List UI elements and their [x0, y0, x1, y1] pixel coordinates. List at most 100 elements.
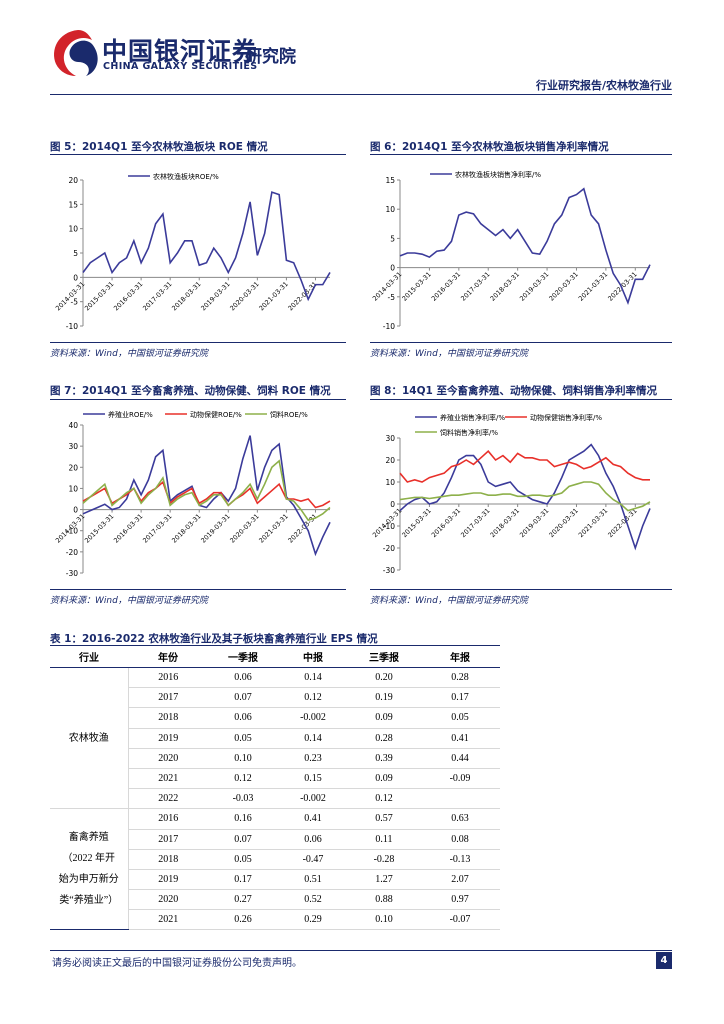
table-header: 一季报: [208, 645, 278, 668]
table-cell: 0.23: [278, 748, 348, 769]
series-line: [82, 191, 331, 302]
rule: [50, 154, 346, 155]
x-tick-label: 2018-03-31: [170, 280, 202, 312]
table-cell: 0.05: [208, 849, 278, 870]
x-tick-label: 2016-03-31: [112, 512, 144, 544]
y-tick-label: 0: [390, 500, 395, 509]
table-row: 农林牧渔 2016 0.06 0.14 0.20 0.28: [50, 667, 500, 810]
rule: [50, 589, 346, 590]
y-tick-label: 5: [390, 234, 395, 243]
x-tick-label: 2018-03-31: [489, 270, 521, 302]
table-row: 2019 0.17 0.51 1.27 2.07: [50, 869, 500, 891]
chart: -10 -5 0 5 10 15 20 2014-03-312015-03-312016-03…: [54, 172, 331, 331]
y-tick-label: -20: [66, 548, 78, 557]
institute: 研究院: [245, 47, 296, 67]
x-tick-label: 2015-03-31: [400, 270, 432, 302]
rule: [50, 399, 346, 400]
page-number: 4: [656, 952, 672, 969]
figure-title: 图 5：2014Q1 至今农林牧渔板块 ROE 情况: [50, 141, 268, 153]
series-line: [82, 459, 331, 522]
x-tick-label: 2017-03-31: [459, 507, 491, 539]
report-type: 行业研究报告/农林牧渔行业: [535, 79, 672, 92]
table-cell: 0.05: [208, 728, 278, 749]
table-cell: 0.14: [278, 667, 348, 689]
industry-cell: 畜禽养殖（2022 年开始为申万新分类“养殖业”）: [50, 808, 129, 931]
table-cell: -0.002: [278, 707, 348, 729]
brand-name: 中国银河证券: [102, 37, 259, 66]
source: 资料来源：Wind，中国银河证券研究院: [50, 596, 208, 606]
table-cell: 2017: [128, 687, 208, 709]
legend-label: 动物保健销售净利率/%: [530, 413, 602, 422]
y-tick-label: 20: [385, 456, 395, 465]
table-row: 2020 0.27 0.52 0.88 0.97: [50, 889, 500, 911]
table-cell: -0.28: [348, 849, 420, 870]
x-tick-label: 2019-03-31: [518, 507, 550, 539]
table-cell: 2020: [128, 889, 208, 911]
table-cell: 0.29: [278, 909, 348, 931]
table-cell: 0.15: [278, 768, 348, 790]
x-tick-label: 2014-03-31: [371, 507, 403, 539]
table-row: 2017 0.07 0.12 0.19 0.17: [50, 687, 500, 709]
table-cell: 0.16: [208, 808, 278, 830]
table-cell: 0.08: [420, 829, 500, 850]
table-cell: 0.07: [208, 687, 278, 709]
table-cell: 2020: [128, 748, 208, 769]
chart: -30 -20 -10 0 10 20 30 2014-03-312015-03-312016…: [371, 413, 651, 575]
x-tick-label: 2022-03-31: [606, 270, 638, 302]
y-tick-label: -30: [66, 569, 78, 578]
table-cell: 0.39: [348, 748, 420, 769]
x-tick-label: 2016-03-31: [430, 270, 462, 302]
x-tick-label: 2022-03-31: [287, 512, 319, 544]
y-tick-label: 20: [68, 463, 78, 472]
series-line: [399, 481, 651, 512]
y-tick-label: 5: [73, 249, 78, 258]
chart: -30-20-100102030402014-03-312015-03-3120…: [54, 410, 331, 578]
table-cell: 2018: [128, 849, 208, 870]
table-row: 2021 0.12 0.15 0.09 -0.09: [50, 768, 500, 790]
y-tick-label: -10: [66, 322, 78, 331]
table-cell: [420, 788, 500, 810]
x-tick-label: 2020-03-31: [548, 507, 580, 539]
table-cell: 0.27: [208, 889, 278, 911]
legend-label: 农林牧渔板块销售净利率/%: [455, 170, 541, 179]
y-tick-label: 10: [68, 225, 78, 234]
table-cell: 0.28: [348, 728, 420, 749]
y-tick-label: 15: [385, 176, 395, 185]
y-tick-label: 10: [68, 484, 78, 493]
x-tick-label: 2019-03-31: [199, 512, 231, 544]
table-cell: 0.17: [208, 869, 278, 891]
table-cell: 0.14: [278, 728, 348, 749]
y-tick-label: 0: [73, 506, 78, 515]
rule: [370, 399, 672, 400]
table-header: 中报: [278, 645, 348, 668]
table-cell: 0.63: [420, 808, 500, 830]
y-tick-label: 0: [390, 264, 395, 273]
y-tick-label: 0: [73, 273, 78, 282]
table-row: 2022 -0.03 -0.002 0.12: [50, 788, 500, 810]
table-row: 2017 0.07 0.06 0.11 0.08: [50, 829, 500, 850]
legend-label: 饲料ROE/%: [270, 410, 308, 419]
y-tick-label: -10: [383, 322, 395, 331]
table-cell: 0.26: [208, 909, 278, 931]
table-cell: 0.97: [420, 889, 500, 911]
y-tick-label: 30: [385, 434, 395, 443]
legend-label: 养殖业ROE/%: [108, 410, 153, 419]
table-cell: 0.41: [420, 728, 500, 749]
table-cell: -0.03: [208, 788, 278, 810]
series-line: [399, 187, 651, 305]
x-tick-label: 2018-03-31: [170, 512, 202, 544]
table-cell: 2016: [128, 808, 208, 830]
legend-label: 动物保健ROE/%: [190, 410, 242, 419]
footer-rule: [50, 950, 672, 951]
y-tick-label: 30: [68, 442, 78, 451]
x-tick-label: 2016-03-31: [112, 280, 144, 312]
industry-cell: 农林牧渔: [50, 667, 129, 810]
legend-label: 农林牧渔板块ROE/%: [153, 172, 219, 181]
brand-english: CHINA GALAXY SECURITIES: [103, 61, 258, 72]
table-row: 2018 0.06 -0.002 0.09 0.05: [50, 707, 500, 729]
y-tick-label: -10: [66, 527, 78, 536]
table-row: 2021 0.26 0.29 0.10 -0.07: [50, 909, 500, 931]
table-cell: 0.12: [208, 768, 278, 790]
table-cell: 2019: [128, 869, 208, 891]
x-tick-label: 2017-03-31: [141, 512, 173, 544]
